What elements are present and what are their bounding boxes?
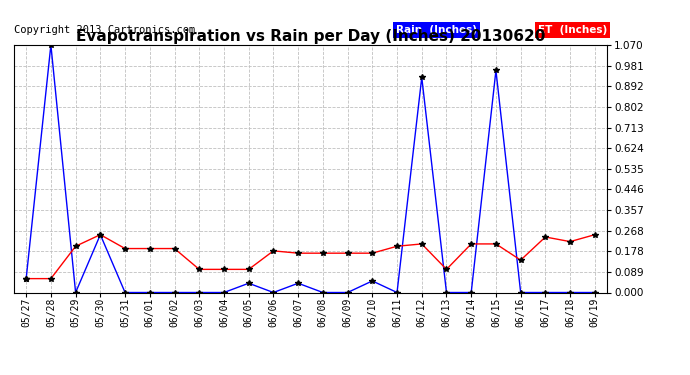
ET  (Inches)	[294, 251, 302, 255]
Rain  (Inches)	[121, 290, 129, 295]
ET  (Inches)	[417, 242, 426, 246]
Rain  (Inches)	[269, 290, 277, 295]
Rain  (Inches)	[294, 281, 302, 285]
ET  (Inches)	[170, 246, 179, 251]
Rain  (Inches)	[566, 290, 574, 295]
ET  (Inches)	[195, 267, 204, 272]
Text: Rain  (Inches): Rain (Inches)	[395, 25, 477, 35]
ET  (Inches)	[591, 232, 599, 237]
ET  (Inches)	[541, 235, 549, 239]
Rain  (Inches)	[244, 281, 253, 285]
Rain  (Inches)	[517, 290, 525, 295]
Rain  (Inches)	[170, 290, 179, 295]
Rain  (Inches)	[47, 43, 55, 47]
Rain  (Inches)	[393, 290, 401, 295]
Rain  (Inches)	[220, 290, 228, 295]
ET  (Inches)	[442, 267, 451, 272]
Rain  (Inches)	[541, 290, 549, 295]
ET  (Inches)	[72, 244, 80, 249]
ET  (Inches)	[269, 249, 277, 253]
Rain  (Inches)	[96, 232, 104, 237]
Rain  (Inches)	[22, 276, 30, 281]
ET  (Inches)	[393, 244, 401, 249]
Rain  (Inches)	[319, 290, 327, 295]
ET  (Inches)	[96, 232, 104, 237]
ET  (Inches)	[566, 239, 574, 244]
Rain  (Inches)	[591, 290, 599, 295]
Rain  (Inches)	[195, 290, 204, 295]
ET  (Inches)	[22, 276, 30, 281]
Rain  (Inches)	[146, 290, 154, 295]
Rain  (Inches)	[492, 68, 500, 73]
ET  (Inches)	[344, 251, 352, 255]
Rain  (Inches)	[72, 290, 80, 295]
ET  (Inches)	[517, 258, 525, 262]
ET  (Inches)	[220, 267, 228, 272]
Line: Rain  (Inches): Rain (Inches)	[23, 42, 598, 295]
ET  (Inches)	[121, 246, 129, 251]
Rain  (Inches)	[368, 279, 377, 283]
Rain  (Inches)	[344, 290, 352, 295]
ET  (Inches)	[47, 276, 55, 281]
Line: ET  (Inches): ET (Inches)	[23, 232, 598, 281]
ET  (Inches)	[368, 251, 377, 255]
ET  (Inches)	[244, 267, 253, 272]
Rain  (Inches)	[442, 290, 451, 295]
Text: Copyright 2013 Cartronics.com: Copyright 2013 Cartronics.com	[14, 25, 195, 35]
ET  (Inches)	[492, 242, 500, 246]
ET  (Inches)	[319, 251, 327, 255]
Text: ET  (Inches): ET (Inches)	[538, 25, 607, 35]
ET  (Inches)	[146, 246, 154, 251]
Rain  (Inches)	[417, 75, 426, 80]
Rain  (Inches)	[467, 290, 475, 295]
Title: Evapotranspiration vs Rain per Day (Inches) 20130620: Evapotranspiration vs Rain per Day (Inch…	[76, 29, 545, 44]
ET  (Inches)	[467, 242, 475, 246]
